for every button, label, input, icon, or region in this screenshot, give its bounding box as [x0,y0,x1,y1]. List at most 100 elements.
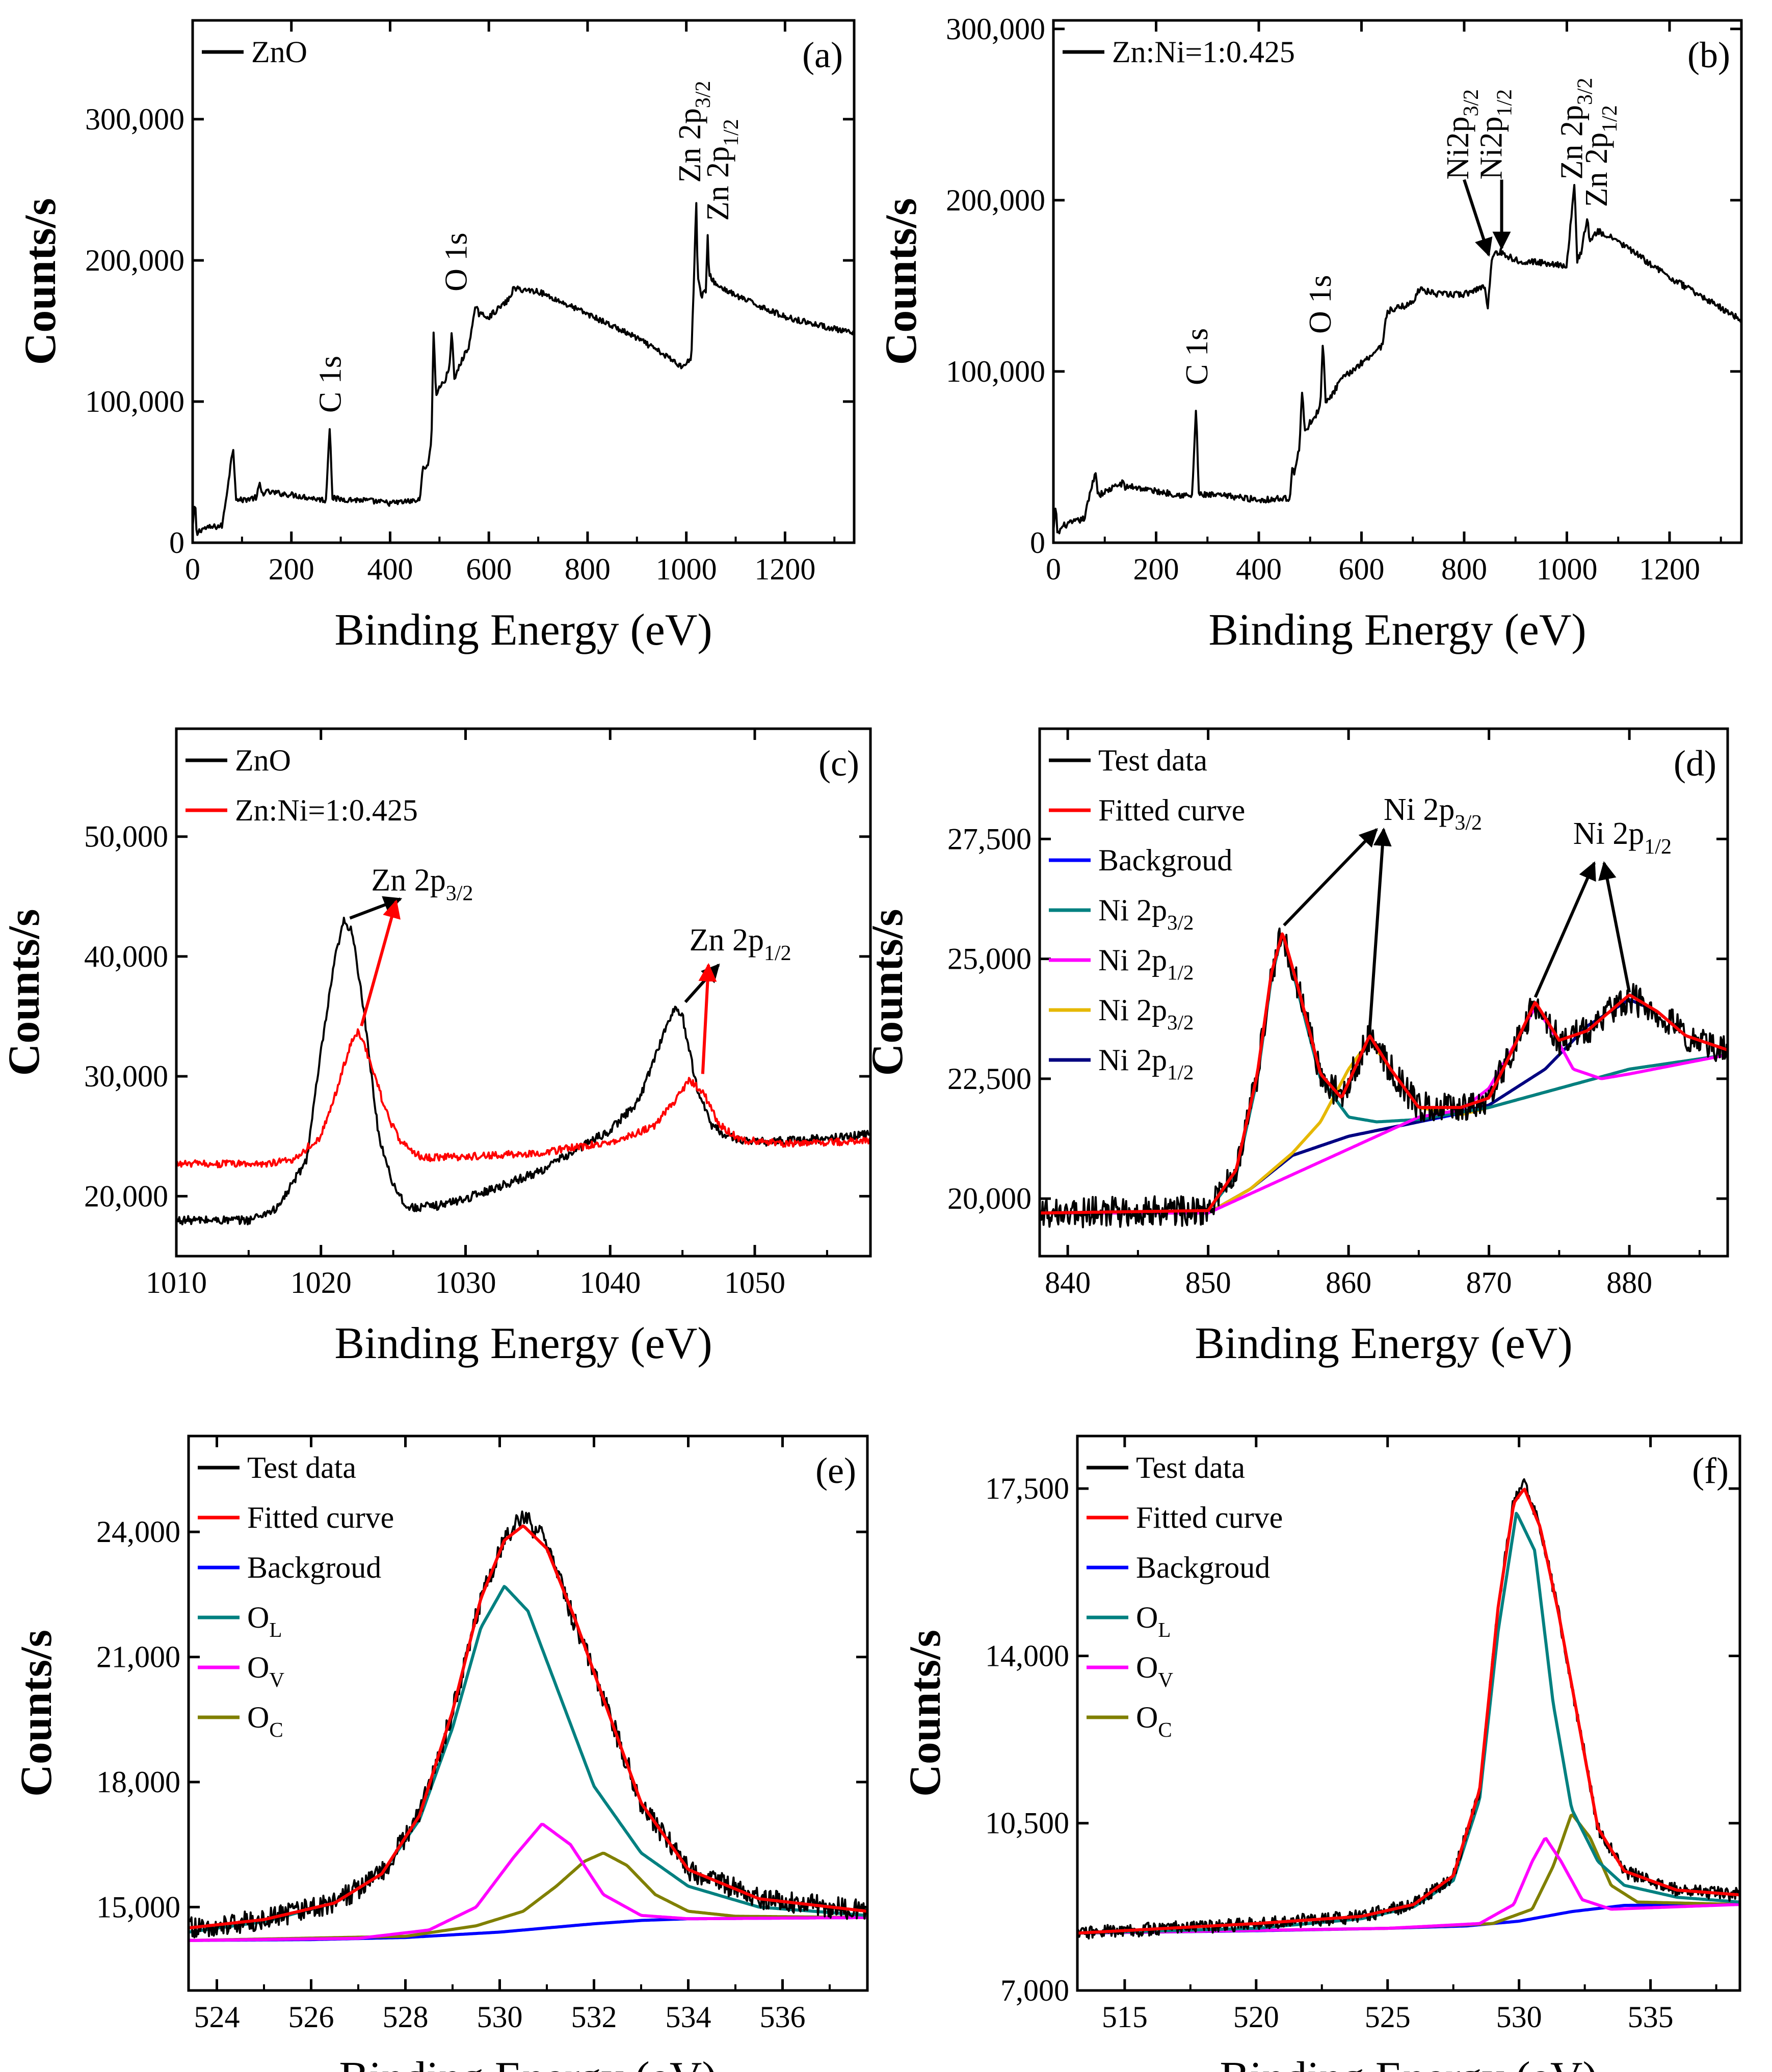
y-axis-label: Counts/s [901,1630,950,1797]
y-tick-label: 27,500 [947,822,1032,856]
legend-label: Fitted curve [247,1501,394,1534]
legend: Test data Fitted curve Backgroud OL​ OV​ OC​ [198,1451,394,1741]
x-axis-label: Binding Energy (eV) [1208,605,1586,655]
series-group [189,1510,867,1942]
series-line-zn-ni-1-0-425 [176,1028,870,1168]
plot-frame [175,727,872,1258]
x-tick-label: 1000 [656,552,717,586]
peak-annotation: Ni2p1/2​ [1474,89,1517,180]
chart-panel-f: 515 520 525 530 535 7,000 10,500 14,000 17,500 Bi… [901,1435,1741,2072]
y-tick-label: 50,000 [84,820,168,854]
y-tick-label: 15,000 [96,1890,180,1924]
series-line-fitted-curve [1040,932,1728,1215]
panel-tag: (a) [802,35,843,75]
plot-frame [1076,1435,1741,1992]
x-tick-label: 1020 [290,1266,352,1299]
series-line-ni-2p1-2-navy- [1040,998,1728,1215]
y-tick-label: 18,000 [96,1765,180,1799]
x-axis-label: Binding Energy (eV) [334,605,712,655]
x-tick-label: 1200 [1639,552,1700,586]
series-line-test-data [189,1510,867,1938]
peak-annotation: C 1s [1180,328,1214,385]
chart-panel-b: 0 200 400 600 800 1000 1200 0 100,000 200,000 300,… [877,12,1743,655]
panel-tag: (d) [1674,743,1716,784]
plot-frame [1038,727,1729,1258]
peak-annotation: C 1s [313,356,348,413]
x-tick-label: 200 [1133,552,1179,586]
y-tick-label: 200,000 [946,183,1045,217]
y-tick-label: 100,000 [85,385,184,418]
peak-annotation: Ni2p3/2​ [1441,89,1483,180]
series-line-fitted-curve [189,1524,867,1930]
series-line-test-data [1040,927,1728,1229]
legend-label: Fitted curve [1098,793,1245,827]
plot-frame [187,1435,869,1992]
series-line-zn-ni-1-0-425 [1053,184,1741,535]
y-tick-label: 100,000 [946,355,1045,388]
peak-annotation: Zn 2p1/2​ [690,923,791,965]
x-tick-label: 1040 [579,1266,641,1299]
peak-annotation: Zn 2p1/2​ [701,119,743,221]
legend-label: OL​ [247,1601,282,1641]
x-axis-label: Binding Energy (eV) [1195,1319,1572,1368]
annotation-arrow [1368,827,1392,1031]
series-line-ni-2p1-2-magenta- [1040,1005,1728,1215]
panel-tag: (f) [1692,1450,1729,1491]
series-group [1053,184,1741,535]
x-tick-label: 524 [194,2000,240,2034]
panel-tag: (c) [818,743,859,784]
y-axis-label: Counts/s [0,909,49,1076]
x-tick-label: 1200 [754,552,815,586]
legend-label: OC​ [1136,1701,1172,1741]
annotation-arrow [1533,861,1596,998]
plot-frame [191,19,856,544]
y-tick-label: 200,000 [85,244,184,277]
y-tick-label: 25,000 [947,942,1032,976]
x-tick-label: 850 [1185,1266,1231,1299]
x-tick-label: 0 [185,552,200,586]
y-tick-label: 22,500 [947,1062,1032,1096]
x-tick-label: 880 [1606,1266,1652,1299]
legend-label: Ni 2p1/2​ [1098,943,1194,984]
x-tick-label: 400 [367,552,413,586]
y-axis-label: Counts/s [12,1630,61,1797]
peak-annotation: O 1s [1303,275,1338,334]
peak-annotation: Ni 2p1/2​ [1573,816,1672,859]
y-tick-label: 7,000 [1000,1974,1069,2007]
panel-tag: (b) [1687,35,1730,75]
series-line-zno [193,202,854,536]
series-group [176,916,870,1226]
annotation-arrow [1283,828,1378,926]
legend-label: Backgroud [247,1551,381,1584]
y-axis-label: Counts/s [16,198,65,365]
x-tick-label: 1050 [724,1266,785,1299]
peak-annotation: Zn 2p3/2​ [1555,77,1597,179]
x-tick-label: 528 [383,2000,429,2034]
y-tick-label: 14,000 [985,1639,1069,1672]
y-axis-label: Counts/s [863,909,912,1076]
x-tick-label: 1010 [146,1266,207,1299]
x-tick-label: 800 [1441,552,1487,586]
chart-panel-e: 524 526 528 530 532 534 536 15,000 18,000 21,000 2… [12,1435,869,2072]
peak-annotation: Ni 2p3/2​ [1384,792,1482,835]
y-tick-label: 300,000 [946,12,1045,46]
legend-label: Backgroud [1098,843,1232,877]
annotation-arrow [360,899,401,1027]
x-tick-label: 0 [1046,552,1061,586]
legend-label: Ni 2p3/2​ [1098,993,1194,1034]
series-group [1077,1478,1740,1940]
legend: Test data Fitted curve Backgroud Ni 2p3/2​ N… [1049,743,1245,1084]
legend-label: Ni 2p1/2​ [1098,1043,1194,1084]
legend-label: OV​ [1136,1651,1173,1691]
series-line-o-l [189,1585,867,1934]
y-tick-label: 300,000 [85,102,184,136]
series-line-test-data [1077,1478,1740,1940]
legend-label: Zn:Ni=1:0.425 [1112,35,1295,69]
annotation-arrow [698,963,717,1074]
x-tick-label: 200 [269,552,314,586]
legend-label: OL​ [1136,1601,1171,1641]
legend-label: Backgroud [1136,1551,1270,1584]
legend-label: Test data [247,1451,356,1484]
y-tick-label: 40,000 [84,940,168,973]
legend: ZnO [202,35,307,69]
